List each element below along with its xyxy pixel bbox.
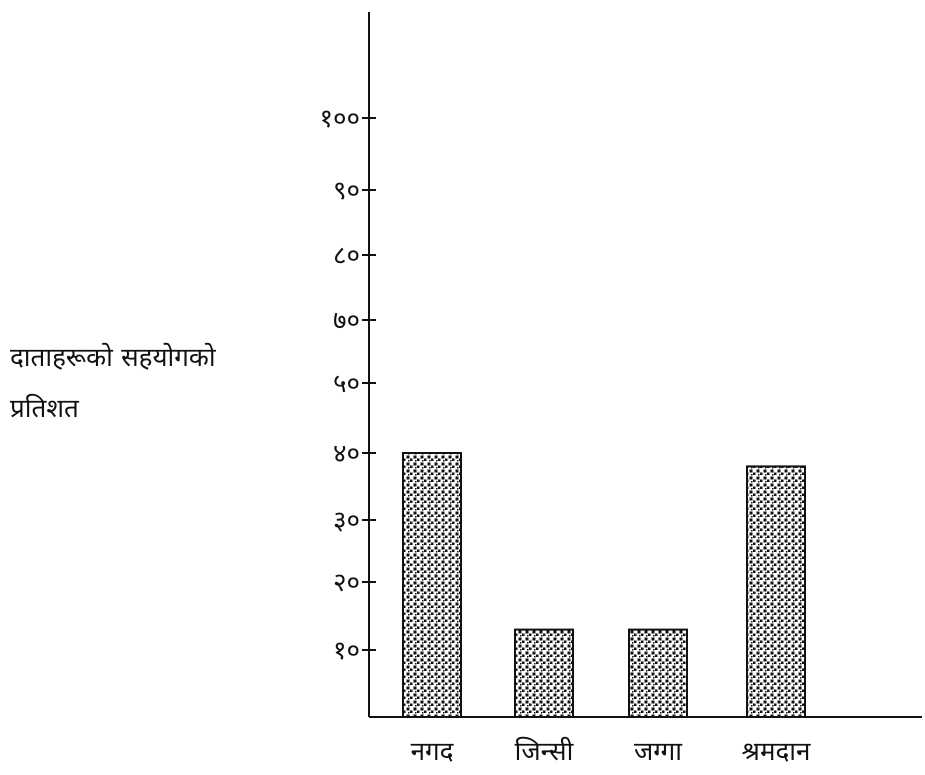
y-tick-label: १०० (319, 104, 360, 134)
bar (514, 628, 574, 718)
bar (746, 465, 806, 718)
x-tick-label: नगद (411, 737, 455, 767)
x-tick-label: जग्गा (634, 737, 683, 767)
x-tick-labels: नगद जिन्सी जग्गा श्रमदान (411, 736, 811, 767)
y-tick-label: २० (333, 568, 360, 598)
y-tick-label: ८० (333, 241, 360, 271)
bars (402, 452, 806, 718)
y-tick-label: ७० (333, 306, 360, 336)
y-tick-label: ३० (333, 506, 360, 536)
bar (402, 452, 462, 718)
x-tick-label: श्रमदान (742, 737, 811, 767)
y-axis-label-line-2: प्रतिशत (10, 393, 80, 424)
y-tick-label: ९० (333, 176, 360, 206)
y-axis-label-line-1: दाताहरूको सहयोगको (10, 342, 217, 373)
x-tick-label: जिन्सी (515, 736, 575, 767)
y-tick-label: १० (333, 636, 360, 666)
y-ticks: १० २० ३० ४० ५० ७० ८० ९० १०० (319, 104, 376, 666)
bar (628, 628, 688, 718)
y-tick-label: ५० (333, 369, 360, 399)
y-tick-label: ४० (333, 439, 360, 469)
